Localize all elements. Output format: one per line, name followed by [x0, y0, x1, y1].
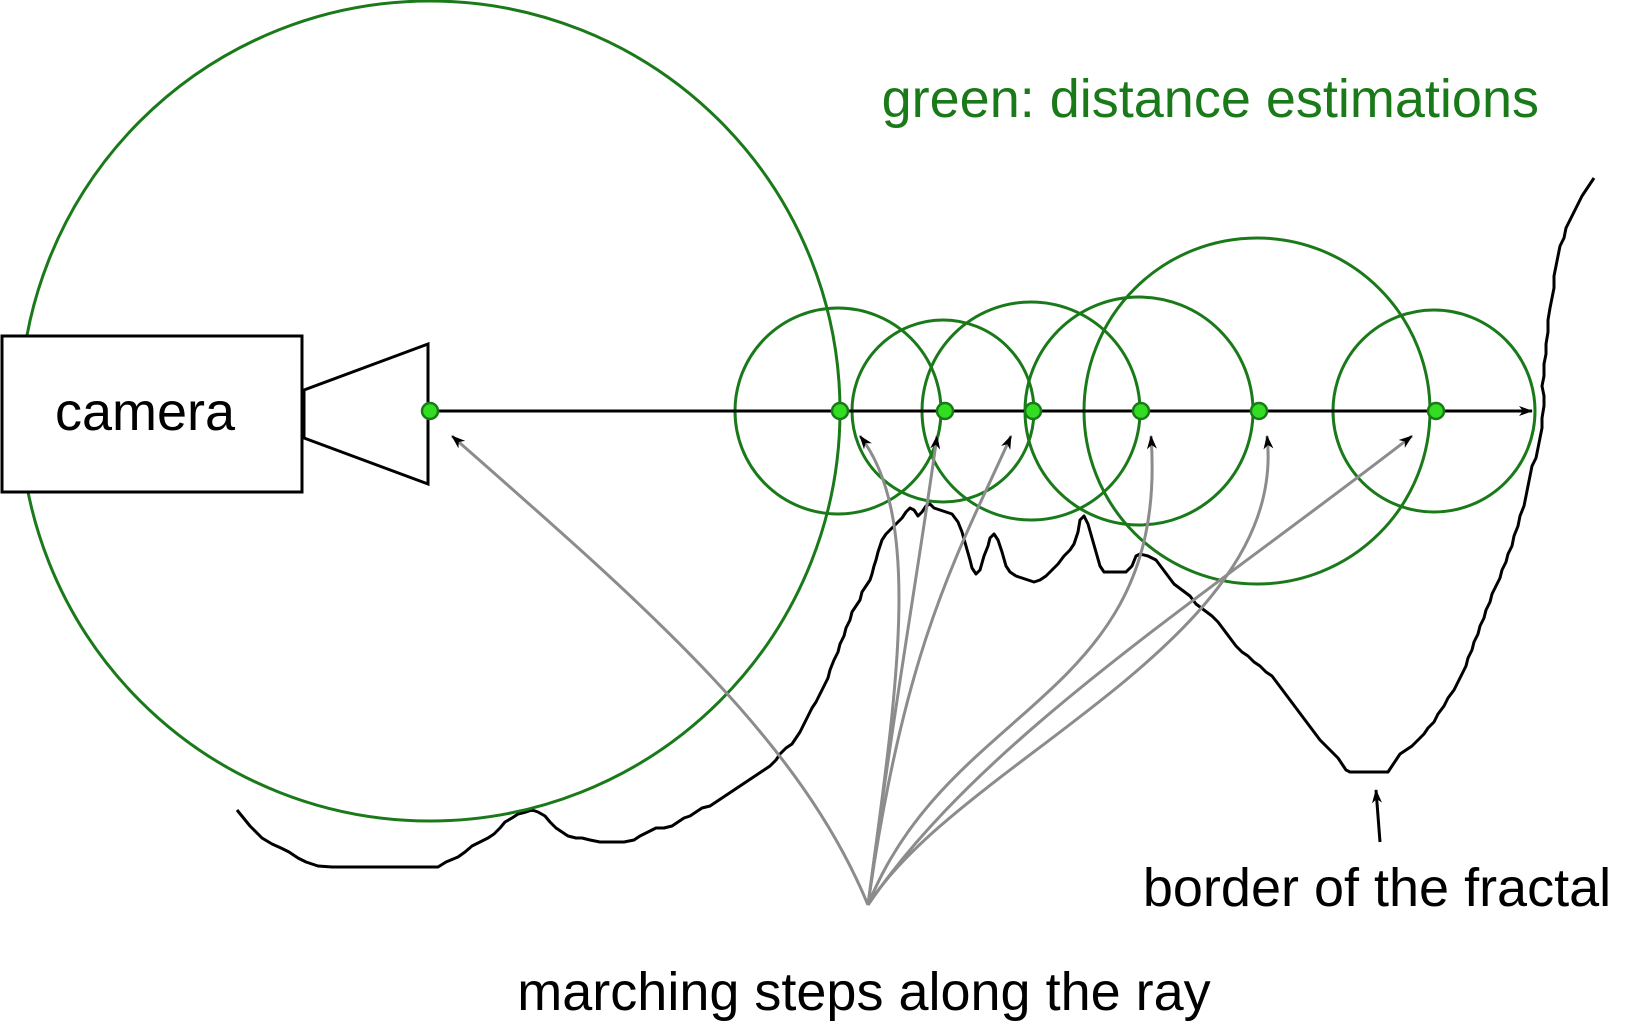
march-point-4 — [1131, 401, 1151, 421]
fractal-border — [235, 177, 1596, 869]
camera-label: camera — [55, 382, 236, 442]
camera-icon — [0, 334, 430, 494]
march-point-3 — [1023, 401, 1043, 421]
step-pointer-3 — [866, 435, 1013, 906]
march-point-2 — [935, 401, 955, 421]
camera-body — [0, 334, 304, 494]
march-point-0 — [420, 401, 440, 421]
march-point-6 — [1426, 401, 1446, 421]
step-pointer-6 — [866, 434, 1413, 906]
step-pointers — [451, 434, 1413, 906]
steps-label: marching steps along the ray — [517, 962, 1210, 1022]
border-pointer — [1372, 789, 1382, 843]
step-pointer-2 — [866, 435, 941, 906]
legend-label: green: distance estimations — [882, 69, 1539, 129]
border-label: border of the fractal — [1143, 858, 1611, 918]
camera-lens — [302, 341, 430, 487]
march-points — [420, 401, 1446, 421]
march-point-1 — [830, 401, 850, 421]
step-pointer-4 — [866, 435, 1157, 906]
step-pointer-0 — [451, 434, 870, 906]
march-point-5 — [1249, 401, 1269, 421]
step-pointer-5 — [866, 435, 1274, 906]
